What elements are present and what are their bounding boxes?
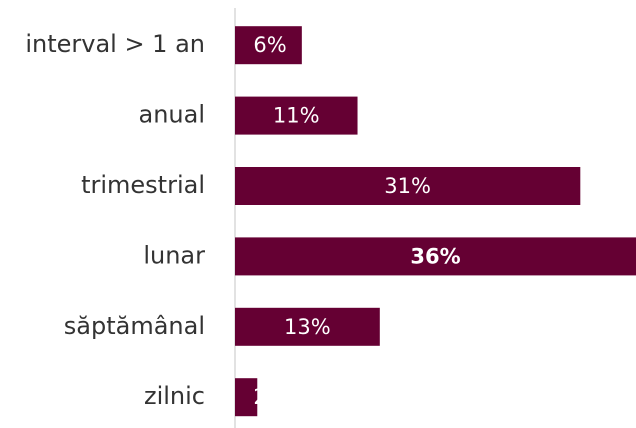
category-label: lunar xyxy=(143,241,205,269)
category-label: zilnic xyxy=(144,382,205,410)
value-label: 36% xyxy=(410,244,460,268)
bar xyxy=(235,307,380,346)
value-label: 31% xyxy=(384,174,431,198)
value-label: 6% xyxy=(253,33,286,57)
category-label: trimestrial xyxy=(81,171,205,199)
value-label: 13% xyxy=(284,315,331,339)
bar xyxy=(235,378,258,417)
category-label: anual xyxy=(138,101,205,129)
category-label: săptămânal xyxy=(64,312,205,340)
bar xyxy=(235,96,358,135)
value-label: 11% xyxy=(273,104,320,128)
bar xyxy=(235,26,302,65)
bar xyxy=(235,167,581,205)
bar xyxy=(235,237,636,276)
category-label: interval > 1 an xyxy=(25,30,205,58)
value-label: 2% xyxy=(253,385,286,409)
